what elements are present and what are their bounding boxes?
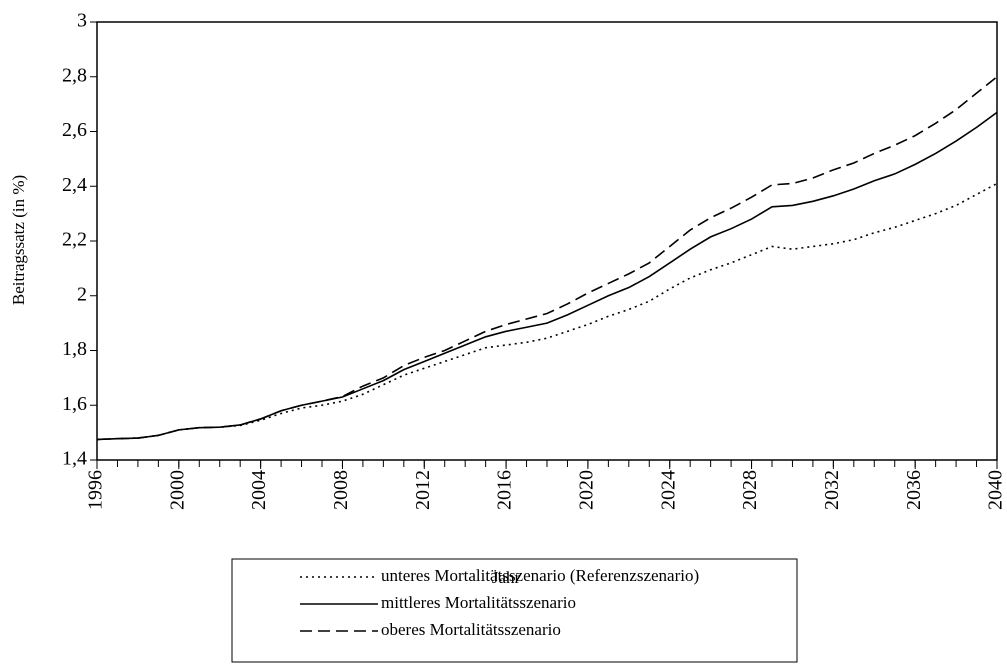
x-tick-label: 2020 [576, 470, 598, 510]
x-tick-label: 2000 [166, 470, 188, 510]
legend-label: oberes Mortalitätsszenario [381, 620, 561, 639]
y-axis-label: Beitragssatz (in %) [9, 175, 28, 305]
y-tick-label: 1,4 [62, 448, 87, 470]
x-tick-label: 2004 [248, 470, 270, 510]
x-axis-label: Jahr [492, 568, 521, 587]
y-tick-label: 1,8 [62, 338, 87, 360]
x-tick-label: 2036 [903, 470, 925, 510]
x-tick-label: 2008 [330, 470, 352, 510]
y-tick-label: 2,6 [62, 119, 87, 141]
legend-label: mittleres Mortalitätsszenario [381, 593, 576, 612]
x-tick-label: 2016 [494, 470, 516, 510]
legend-label: unteres Mortalitätsszenario (Referenzsze… [381, 566, 699, 585]
y-tick-label: 1,6 [62, 393, 87, 415]
line-series [96, 76, 998, 441]
line-series [96, 182, 998, 441]
x-tick-label: 2032 [821, 470, 843, 510]
plot-area [96, 21, 998, 461]
y-tick-label: 2 [77, 283, 87, 305]
y-tick-label: 3 [77, 10, 87, 32]
x-tick-label: 1996 [85, 470, 107, 510]
y-tick-label: 2,2 [62, 229, 87, 251]
x-tick-label: 2012 [412, 470, 434, 510]
x-tick-label: 2024 [657, 470, 679, 510]
x-tick-label: 2028 [739, 470, 761, 510]
y-tick-label: 2,8 [62, 64, 87, 86]
x-tick-label: 2040 [985, 470, 1007, 510]
y-tick-label: 2,4 [62, 174, 87, 196]
line-series [96, 111, 998, 441]
legend [231, 558, 798, 663]
